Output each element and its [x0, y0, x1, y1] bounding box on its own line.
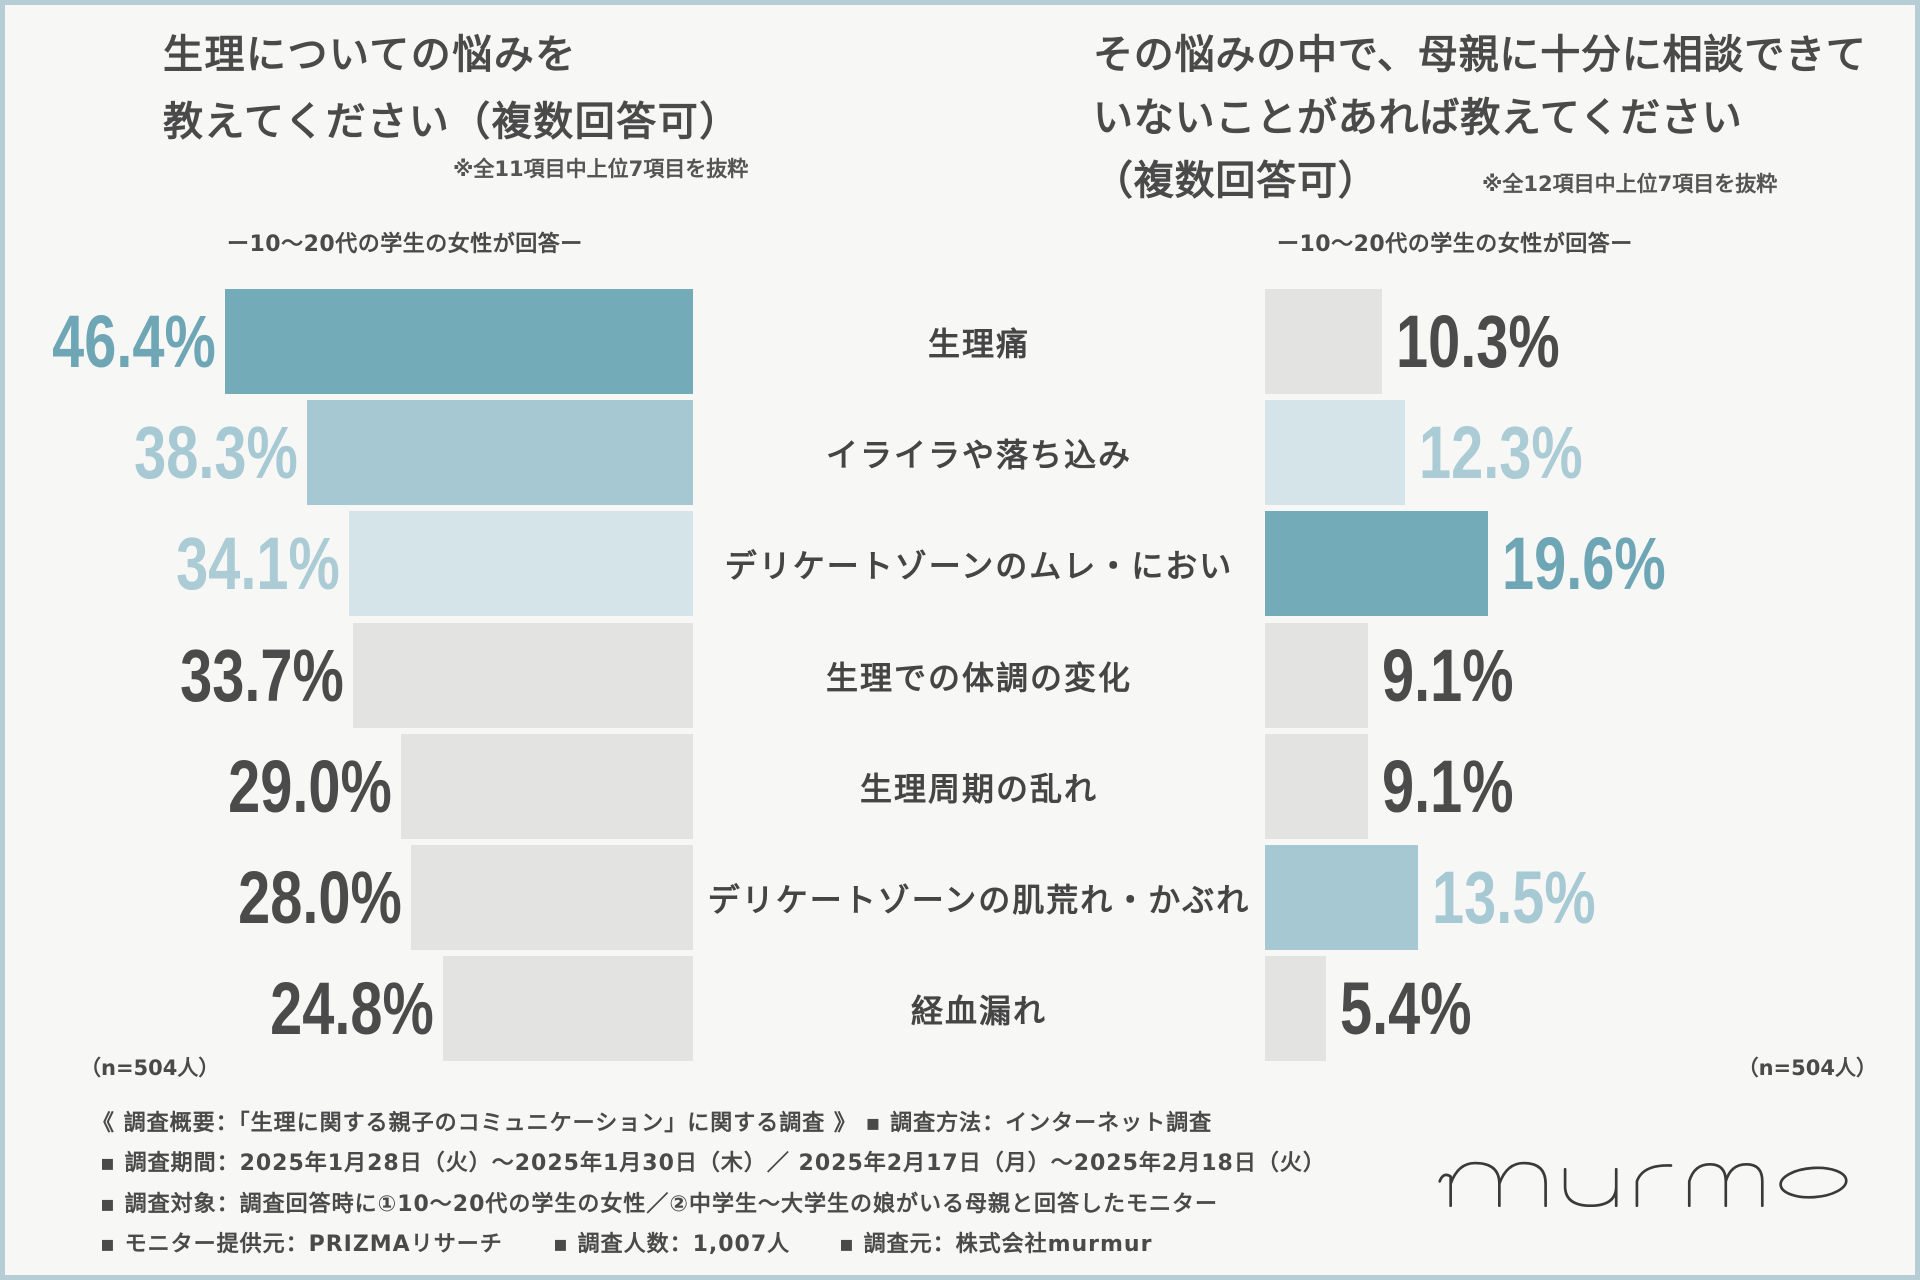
right-bar — [1265, 289, 1382, 394]
left-value-label: 29.0% — [228, 745, 392, 828]
right-bar — [1265, 400, 1405, 505]
right-item-note: ※全12項目中上位7項目を抜粋 — [1482, 172, 1778, 196]
category-label: デリケートゾーンのムレ・におい — [724, 546, 1234, 585]
left-title-line: 生理についての悩みを — [163, 32, 577, 78]
murmo-logo — [1438, 1161, 1848, 1208]
left-bar — [225, 289, 693, 394]
left-question-title: 生理についての悩みを 教えてください（複数回答可） — [163, 22, 741, 156]
logo-letter-o — [1779, 1166, 1848, 1199]
logo-letter-r — [1635, 1164, 1673, 1208]
right-value-label: 10.3% — [1396, 300, 1560, 383]
left-sample-size: （n=504人） — [80, 1056, 220, 1080]
left-bar — [353, 623, 693, 728]
right-value-label: 12.3% — [1418, 411, 1583, 494]
category-label: 経血漏れ — [910, 991, 1047, 1030]
right-value-label: 13.5% — [1432, 856, 1597, 939]
category-label: 生理周期の乱れ — [859, 769, 1098, 808]
right-bar — [1265, 511, 1488, 616]
category-label: 生理痛 — [927, 324, 1030, 363]
left-value-label: 33.7% — [180, 634, 345, 717]
left-bar — [410, 845, 693, 950]
right-value-label: 19.6% — [1501, 522, 1666, 605]
left-value-label: 28.0% — [238, 856, 402, 939]
left-value-label: 46.4% — [52, 300, 217, 383]
right-bar — [1265, 845, 1419, 950]
right-respondent-subtitle: ー10～20代の学生の女性が回答ー — [1277, 232, 1633, 257]
right-sample-size: （n=504人） — [1737, 1056, 1877, 1080]
logo-letter-m — [1438, 1161, 1547, 1208]
right-bar — [1265, 623, 1369, 728]
category-label: 生理での体調の変化 — [825, 658, 1132, 697]
left-value-label: 34.1% — [176, 522, 341, 605]
right-value-label: 5.4% — [1340, 967, 1472, 1050]
left-item-note: ※全11項目中上位7項目を抜粋 — [453, 157, 749, 181]
left-bar — [443, 956, 693, 1061]
right-bar — [1265, 956, 1327, 1061]
respondent-count: ▪ 調査人数：1,007人 — [553, 1232, 791, 1257]
category-label: イライラや落ち込み — [825, 435, 1132, 474]
right-value-label: 9.1% — [1382, 634, 1514, 717]
left-bar — [306, 400, 693, 505]
category-label: デリケートゾーンの肌荒れ・かぶれ — [707, 880, 1251, 919]
right-bar — [1265, 734, 1369, 839]
logo-letter-u — [1563, 1167, 1618, 1208]
right-title-line: いないことがあれば教えてください — [1093, 95, 1743, 141]
survey-period: ▪ 調査期間：2025年1月28日（火）～2025年1月30日（木）／ 2025… — [100, 1151, 1326, 1176]
logo-letter-m — [1687, 1162, 1764, 1208]
left-title-line: 教えてください（複数回答可） — [163, 99, 741, 145]
survey-organizer: ▪ 調査元：株式会社murmur — [839, 1232, 1153, 1257]
left-bar — [349, 511, 693, 616]
left-bar — [400, 734, 693, 839]
survey-target: ▪ 調査対象：調査回答時に①10～20代の学生の女性／②中学生～大学生の娘がいる… — [100, 1192, 1219, 1217]
right-question-title: その悩みの中で、母親に十分に相談できて いないことがあれば教えてください （複数… — [1093, 24, 1867, 213]
left-value-label: 24.8% — [270, 967, 435, 1050]
left-respondent-subtitle: ー10～20代の学生の女性が回答ー — [227, 232, 583, 257]
monitor-provider: ▪ モニター提供元：PRIZMAリサーチ — [100, 1232, 503, 1257]
survey-overview: 《 調査概要：「生理に関する親子のコミュニケーション」に関する調査 》 ▪ 調査… — [92, 1111, 1213, 1136]
right-value-label: 9.1% — [1382, 745, 1514, 828]
right-title-line: その悩みの中で、母親に十分に相談できて — [1093, 32, 1867, 78]
left-value-label: 38.3% — [134, 411, 298, 494]
right-title-line: （複数回答可） — [1093, 158, 1379, 204]
